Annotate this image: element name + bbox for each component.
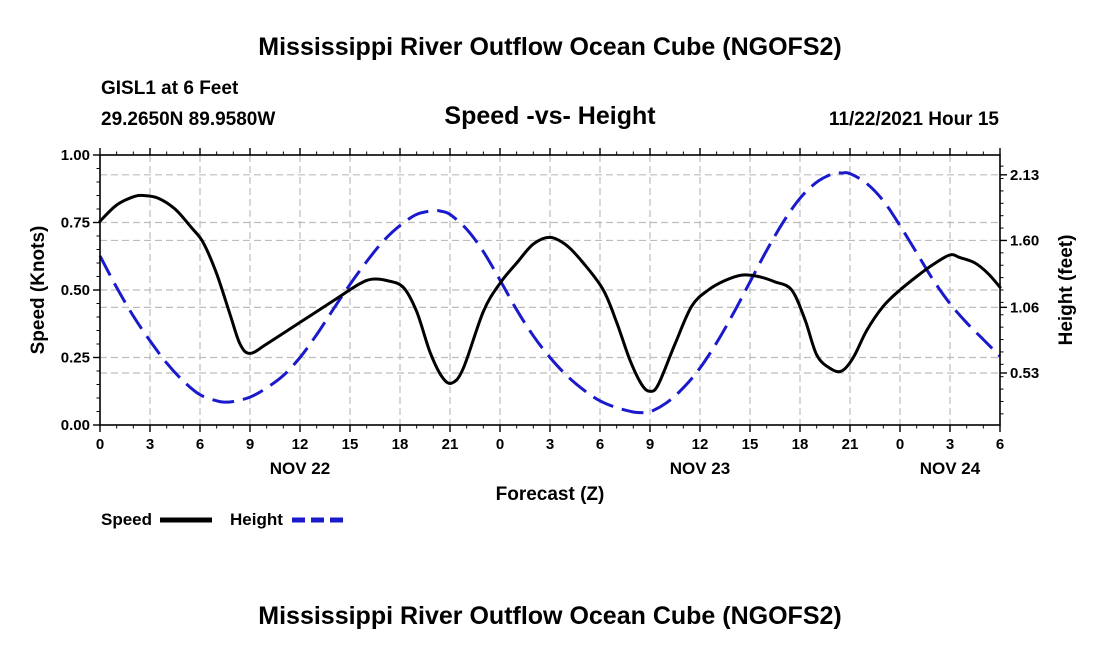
- x-tick-label: 12: [292, 436, 309, 453]
- y-tick-label: 0.50: [61, 282, 90, 299]
- x-tick-label: 21: [442, 436, 459, 453]
- grid-lines: [100, 155, 1000, 425]
- date-label: NOV 23: [670, 459, 730, 478]
- x-tick-label: 3: [146, 436, 154, 453]
- x-tick-label: 9: [646, 436, 654, 453]
- chart-subtitle: Speed -vs- Height: [444, 102, 656, 130]
- x-axis-title: Forecast (Z): [496, 484, 605, 505]
- date-label: NOV 24: [920, 459, 981, 478]
- series-line-height: [98, 171, 1002, 415]
- y-tick-label: 0.75: [61, 215, 90, 232]
- x-tick-label: 18: [792, 436, 809, 453]
- timestamp-label: 11/22/2021 Hour 15: [829, 109, 999, 130]
- legend-label-speed: Speed: [101, 510, 152, 529]
- y2-tick-label: 1.60: [1010, 232, 1039, 249]
- legend: Speed Height: [101, 510, 343, 529]
- x-tick-label: 21: [842, 436, 859, 453]
- x-tick-label: 6: [996, 436, 1004, 453]
- x-tick-label: 0: [496, 436, 504, 453]
- x-tick-label: 15: [742, 436, 759, 453]
- y-tick-label: 0.00: [61, 417, 90, 434]
- x-tick-label: 0: [96, 436, 104, 453]
- x-tick-label: 12: [692, 436, 709, 453]
- y2-tick-label: 1.06: [1010, 299, 1039, 316]
- chart-main-title: Mississippi River Outflow Ocean Cube (NG…: [258, 33, 841, 61]
- y-tick-label: 1.00: [61, 147, 90, 164]
- x-tick-label: 6: [596, 436, 604, 453]
- legend-label-height: Height: [230, 510, 283, 529]
- y2-axis-title: Height (feet): [1056, 235, 1077, 346]
- series-line-speed: [98, 193, 1002, 393]
- x-tick-label: 3: [546, 436, 554, 453]
- footer-title: Mississippi River Outflow Ocean Cube (NG…: [258, 602, 841, 630]
- x-tick-label: 3: [946, 436, 954, 453]
- y-axis-title: Speed (Knots): [28, 226, 49, 355]
- y-tick-label: 0.25: [61, 350, 90, 367]
- x-tick-label: 0: [896, 436, 904, 453]
- axis-ticks: [93, 148, 1007, 432]
- x-tick-label: 9: [246, 436, 254, 453]
- x-tick-label: 6: [196, 436, 204, 453]
- date-label: NOV 22: [270, 459, 330, 478]
- y2-tick-label: 0.53: [1010, 365, 1039, 382]
- x-tick-label: 18: [392, 436, 409, 453]
- y2-tick-label: 2.13: [1010, 167, 1039, 184]
- station-label: GISL1 at 6 Feet: [101, 78, 239, 99]
- data-series: [98, 171, 1002, 415]
- x-tick-label: 15: [342, 436, 359, 453]
- axis-labels: 0 3 6 9 12 15 18 21 0 3 6 9 12 15 18 21 0 3 6 NOV 22 NOV 23 N…: [61, 147, 1039, 478]
- coordinates-label: 29.2650N 89.9580W: [101, 109, 275, 130]
